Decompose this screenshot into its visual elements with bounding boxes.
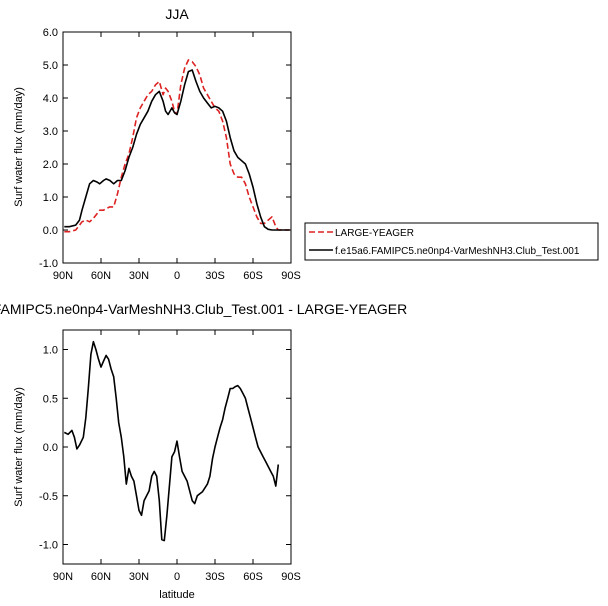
top-y-tick-label: 3.0 (43, 126, 58, 138)
bottom-x-tick-label: 30N (129, 571, 149, 583)
bottom-y-tick-label: 1.0 (43, 345, 58, 357)
bottom-x-tick-label: 90N (53, 571, 73, 583)
top-plot-frame (62, 31, 292, 264)
bottom-x-tick-label: 60S (243, 571, 263, 583)
legend-box (304, 222, 599, 261)
bottom-x-axis-label: latitude (159, 589, 194, 601)
bottom-x-tick-label: 0 (174, 571, 180, 583)
bottom-plot-frame (62, 329, 292, 565)
top-x-tick-label: 0 (174, 270, 180, 282)
top-series-line-0 (64, 59, 290, 233)
bottom-y-tick-label: 0.5 (43, 393, 58, 405)
top-x-tick-label: 90S (281, 270, 301, 282)
bottom-series-line-0 (63, 340, 280, 542)
top-x-tick-label: 90N (53, 270, 73, 282)
top-y-tick-label: 6.0 (43, 27, 58, 39)
top-y-tick-label: 0.0 (43, 225, 58, 237)
bottom-y-tick-label: -0.5 (39, 491, 58, 503)
top-x-tick-label: 60N (91, 270, 111, 282)
legend-label-large-yeager: LARGE-YEAGER (335, 228, 414, 239)
bottom-y-tick-label: -1.0 (39, 540, 58, 552)
top-y-tick-label: 1.0 (43, 192, 58, 204)
top-y-tick-label: 2.0 (43, 159, 58, 171)
top-y-tick-label: -1.0 (39, 258, 58, 270)
top-y-tick-label: 4.0 (43, 93, 58, 105)
top-chart-title: JJA (165, 6, 189, 22)
bottom-y-axis-label: Surf water flux (mm/day) (13, 387, 25, 507)
bottom-x-tick-label: 30S (205, 571, 225, 583)
bottom-y-tick-label: 0.0 (43, 442, 58, 454)
bottom-x-tick-label: 90S (281, 571, 301, 583)
top-series-line-1 (64, 69, 290, 231)
top-y-axis-label: Surf water flux (mm/day) (13, 87, 25, 207)
legend-label-test-run: f.e15a6.FAMIPC5.ne0np4-VarMeshNH3.Club_T… (335, 246, 580, 257)
bottom-chart-title: FAMIPC5.ne0np4-VarMeshNH3.Club_Test.001 … (0, 301, 407, 317)
top-y-tick-label: 5.0 (43, 60, 58, 72)
top-x-tick-label: 30N (129, 270, 149, 282)
bottom-x-tick-label: 60N (91, 571, 111, 583)
top-x-tick-label: 60S (243, 270, 263, 282)
legend: LARGE-YEAGER f.e15a6.FAMIPC5.ne0np4-VarM… (304, 222, 599, 261)
top-x-tick-label: 30S (205, 270, 225, 282)
